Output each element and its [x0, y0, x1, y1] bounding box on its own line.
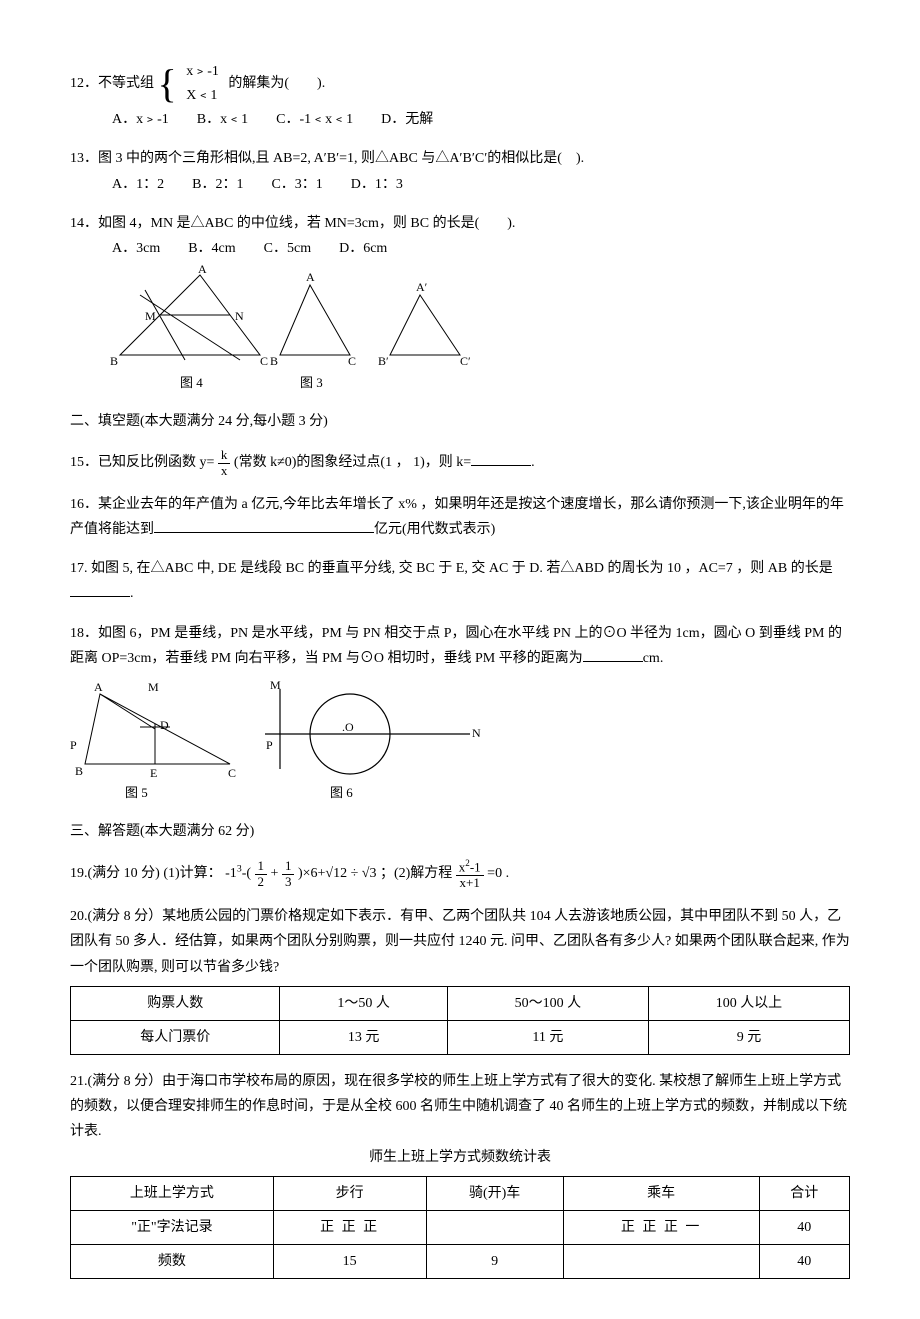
- question-16: 16．某企业去年的年产值为 a 亿元,今年比去年增长了 x% ，如果明年还是按这…: [70, 492, 850, 542]
- fig5-cap: 图 5: [125, 785, 148, 800]
- fig3-A2: A′: [416, 280, 428, 294]
- section-2-header: 二、填空题(本大题满分 24 分,每小题 3 分): [70, 409, 850, 434]
- fig5-D: D: [160, 718, 169, 732]
- q20-r1c3: 9 元: [648, 1020, 849, 1054]
- figure-5-6-svg: A M D P B E C 图 5 M P .O N 图 6: [70, 679, 590, 809]
- fig4-A: A: [198, 262, 207, 276]
- q14-stem: 14．如图 4，MN 是△ABC 的中位线，若 MN=3cm，则 BC 的长是(…: [70, 211, 850, 236]
- q20-r1c1: 13 元: [280, 1020, 447, 1054]
- fig4-cap: 图 4: [180, 375, 203, 390]
- q17-b: .: [130, 586, 134, 601]
- q19-a: 19.(满分 10 分) (1)计算： -1: [70, 866, 237, 881]
- q13-stem: 13．图 3 中的两个三角形相似,且 AB=2, A′B′=1, 则△ABC 与…: [70, 146, 850, 171]
- q20-r1c0: 每人门票价: [71, 1020, 280, 1054]
- q12-stem-a: 12．不等式组: [70, 76, 154, 91]
- q20-r1c2: 11 元: [447, 1020, 648, 1054]
- fig6-P: P: [266, 738, 273, 752]
- table-row: "正"字法记录 正 正 正 正 正 正 一 40: [71, 1211, 850, 1245]
- q18-b: cm.: [643, 651, 664, 666]
- brace-icon: {: [158, 72, 177, 96]
- q15-b: (常数 k≠0)的图象经过点(1 ， 1)，则 k=: [234, 455, 471, 470]
- question-21: 21.(满分 8 分）由于海口市学校布局的原因，现在很多学校的师生上班上学方式有…: [70, 1069, 850, 1279]
- fig3-cap: 图 3: [300, 375, 323, 390]
- fig3-C: C: [348, 354, 356, 368]
- question-12: 12．不等式组 { x﹥-1 X﹤1 的解集为( ). A．x﹥-1 B．x﹤1…: [70, 60, 850, 132]
- q19-frac1: 12: [255, 859, 268, 889]
- fig5-E: E: [150, 766, 157, 780]
- fig3-C2: C′: [460, 354, 471, 368]
- q15-blank: [471, 451, 531, 466]
- q20-r0c2: 50～100 人: [447, 986, 648, 1020]
- q12-sys2: X﹤1: [180, 84, 225, 108]
- figure-4-svg: A M N B C 图 4 A B C A′ B′ C′ 图 3: [90, 265, 570, 395]
- q16-blank: [154, 518, 374, 533]
- fig4-B: B: [110, 354, 118, 368]
- q19-c: )×6+√12 ÷ √3 ；(2)解方程: [298, 866, 456, 881]
- table-row: 购票人数 1～50 人 50～100 人 100 人以上: [71, 986, 850, 1020]
- table-row: 上班上学方式 步行 骑(开)车 乘车 合计: [71, 1176, 850, 1210]
- fig5-P: P: [70, 738, 77, 752]
- fig6-cap: 图 6: [330, 785, 353, 800]
- q14-options: A．3cm B．4cm C．5cm D．6cm: [112, 236, 850, 261]
- q16-b: 亿元(用代数式表示): [374, 522, 495, 537]
- q15-a: 15．已知反比例函数 y=: [70, 455, 214, 470]
- question-13: 13．图 3 中的两个三角形相似,且 AB=2, A′B′=1, 则△ABC 与…: [70, 146, 850, 196]
- question-17: 17. 如图 5, 在△ABC 中, DE 是线段 BC 的垂直平分线, 交 B…: [70, 556, 850, 606]
- fig3-B2: B′: [378, 354, 389, 368]
- q20-stem: 20.(满分 8 分）某地质公园的门票价格规定如下表示．有甲、乙两个团队共 10…: [70, 904, 850, 980]
- q19-b: -(: [242, 866, 251, 881]
- q15-frac: k x: [218, 448, 231, 478]
- fig6-N: N: [472, 726, 481, 740]
- question-15: 15．已知反比例函数 y= k x (常数 k≠0)的图象经过点(1 ， 1)，…: [70, 448, 850, 478]
- q19-frac3: x2-1 x+1: [456, 858, 484, 890]
- q21-table: 上班上学方式 步行 骑(开)车 乘车 合计 "正"字法记录 正 正 正 正 正 …: [70, 1176, 850, 1280]
- fig3-B: B: [270, 354, 278, 368]
- q20-r0c3: 100 人以上: [648, 986, 849, 1020]
- q21-stem: 21.(满分 8 分）由于海口市学校布局的原因，现在很多学校的师生上班上学方式有…: [70, 1069, 850, 1145]
- q17-a: 17. 如图 5, 在△ABC 中, DE 是线段 BC 的垂直平分线, 交 B…: [70, 561, 833, 576]
- fig5-M: M: [148, 680, 159, 694]
- q19-plus: +: [271, 866, 279, 881]
- fig4-C: C: [260, 354, 268, 368]
- q21-caption: 师生上班上学方式频数统计表: [70, 1145, 850, 1170]
- question-14: 14．如图 4，MN 是△ABC 的中位线，若 MN=3cm，则 BC 的长是(…: [70, 211, 850, 261]
- q12-options: A．x﹥-1 B．x﹤1 C．-1﹤x﹤1 D．无解: [112, 107, 850, 132]
- table-row: 每人门票价 13 元 11 元 9 元: [71, 1020, 850, 1054]
- fig5-A: A: [94, 680, 103, 694]
- q20-r0c0: 购票人数: [71, 986, 280, 1020]
- q19-d: =0 .: [487, 866, 509, 881]
- table-row: 频数 15 9 40: [71, 1245, 850, 1279]
- q20-table: 购票人数 1～50 人 50～100 人 100 人以上 每人门票价 13 元 …: [70, 986, 850, 1055]
- q19-frac2: 13: [282, 859, 295, 889]
- fig6-M: M: [270, 678, 281, 692]
- fig6-O: .O: [342, 720, 354, 734]
- q12-sys1: x﹥-1: [180, 60, 225, 84]
- q13-options: A．1：2 B．2：1 C．3：1 D．1：3: [112, 172, 850, 197]
- q12-system: x﹥-1 X﹤1: [180, 60, 225, 107]
- q15-x: x: [218, 464, 231, 478]
- fig3-A: A: [306, 270, 315, 284]
- figure-row-5-6: A M D P B E C 图 5 M P .O N 图 6: [70, 685, 850, 805]
- fig4-N: N: [235, 309, 244, 323]
- q18-a: 18．如图 6，PM 是垂线，PN 是水平线，PM 与 PN 相交于点 P，圆心…: [70, 626, 842, 666]
- q18-blank: [583, 647, 643, 662]
- q15-c: .: [531, 455, 535, 470]
- question-19: 19.(满分 10 分) (1)计算： -13-( 12 + 13 )×6+√1…: [70, 858, 850, 890]
- question-18: 18．如图 6，PM 是垂线，PN 是水平线，PM 与 PN 相交于点 P，圆心…: [70, 621, 850, 671]
- fig5-C: C: [228, 766, 236, 780]
- question-20: 20.(满分 8 分）某地质公园的门票价格规定如下表示．有甲、乙两个团队共 10…: [70, 904, 850, 1055]
- fig4-M: M: [145, 309, 156, 323]
- q20-r0c1: 1～50 人: [280, 986, 447, 1020]
- q15-k: k: [218, 448, 231, 463]
- q17-blank: [70, 582, 130, 597]
- figure-row-3-4: A M N B C 图 4 A B C A′ B′ C′ 图 3: [70, 275, 850, 395]
- section-3-header: 三、解答题(本大题满分 62 分): [70, 819, 850, 844]
- q12-stem-b: 的解集为( ).: [228, 76, 325, 91]
- fig5-B: B: [75, 764, 83, 778]
